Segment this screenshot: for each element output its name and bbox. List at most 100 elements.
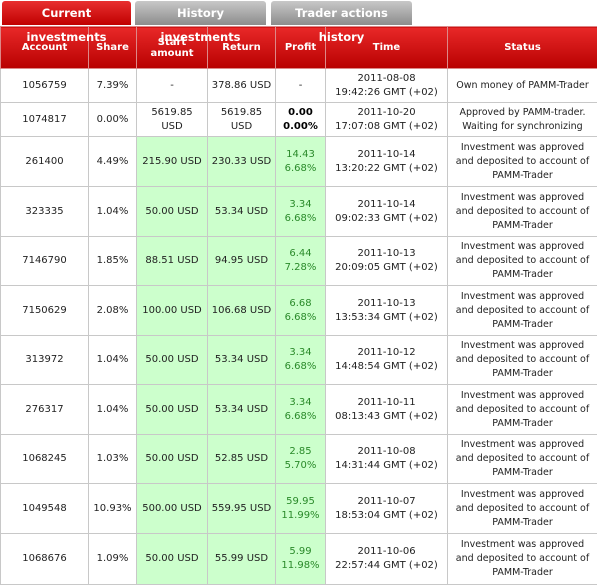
return-cell: 5619.85 USD: [208, 103, 276, 137]
profit-line: 0.00%: [279, 120, 322, 134]
return-cell: 53.34 USD: [208, 336, 276, 385]
time-line: 2011-10-07: [329, 495, 444, 509]
start-amount-cell: 100.00 USD: [137, 286, 208, 336]
time-line: 22:57:44 GMT (+02): [329, 559, 444, 573]
profit-line: 5.70%: [279, 459, 322, 473]
account-cell: 323335: [1, 187, 89, 237]
time-line: 2011-10-20: [329, 106, 444, 120]
time-line: 2011-10-14: [329, 198, 444, 212]
account-cell: 7146790: [1, 237, 89, 286]
tab[interactable]: History investments: [135, 1, 266, 25]
time-line: 09:02:33 GMT (+02): [329, 212, 444, 226]
return-cell: 55.99 USD: [208, 534, 276, 585]
status-cell: Own money of PAMM-Trader: [448, 69, 597, 103]
time-line: 17:07:08 GMT (+02): [329, 120, 444, 134]
account-cell: 1056759: [1, 69, 89, 103]
share-cell: 1.04%: [89, 187, 137, 237]
column-header: Status: [448, 27, 597, 69]
time-line: 2011-10-12: [329, 346, 444, 360]
profit-line: 3.34: [279, 198, 322, 212]
profit-line: 2.85: [279, 445, 322, 459]
profit-line: 6.44: [279, 247, 322, 261]
share-cell: 1.04%: [89, 336, 137, 385]
profit-line: 6.68%: [279, 311, 322, 325]
time-line: 13:20:22 GMT (+02): [329, 162, 444, 176]
time-line: 2011-08-08: [329, 72, 444, 86]
tab[interactable]: Current investments: [2, 1, 131, 25]
return-cell: 53.34 USD: [208, 187, 276, 237]
time-line: 18:53:04 GMT (+02): [329, 509, 444, 523]
start-amount-cell: 50.00 USD: [137, 435, 208, 484]
tab[interactable]: Trader actions history: [271, 1, 412, 25]
time-line: 08:13:43 GMT (+02): [329, 410, 444, 424]
start-amount-cell: 5619.85 USD: [137, 103, 208, 137]
account-cell: 7150629: [1, 286, 89, 336]
profit-line: 6.68%: [279, 360, 322, 374]
investments-table: AccountShareStart amountReturnProfitTime…: [0, 26, 597, 585]
return-cell: 378.86 USD: [208, 69, 276, 103]
time-line: 20:09:05 GMT (+02): [329, 261, 444, 275]
time-line: 19:42:26 GMT (+02): [329, 86, 444, 100]
start-amount-cell: 500.00 USD: [137, 484, 208, 534]
start-amount-cell: 50.00 USD: [137, 336, 208, 385]
share-cell: 1.85%: [89, 237, 137, 286]
share-cell: 1.04%: [89, 385, 137, 435]
profit-line: 6.68: [279, 297, 322, 311]
account-cell: 1068245: [1, 435, 89, 484]
start-amount-cell: 50.00 USD: [137, 385, 208, 435]
status-cell: Investment was approved and deposited to…: [448, 385, 597, 435]
start-amount-cell: -: [137, 69, 208, 103]
return-cell: 106.68 USD: [208, 286, 276, 336]
share-cell: 7.39%: [89, 69, 137, 103]
profit-line: 59.95: [279, 495, 322, 509]
profit-line: 11.99%: [279, 509, 322, 523]
status-cell: Investment was approved and deposited to…: [448, 286, 597, 336]
share-cell: 4.49%: [89, 137, 137, 187]
profit-line: 0.00: [279, 106, 322, 120]
status-cell: Investment was approved and deposited to…: [448, 137, 597, 187]
account-cell: 276317: [1, 385, 89, 435]
tab-bar: Current investments History investments …: [0, 0, 597, 26]
time-line: 2011-10-14: [329, 148, 444, 162]
time-line: 2011-10-13: [329, 297, 444, 311]
time-line: 2011-10-08: [329, 445, 444, 459]
account-cell: 1068676: [1, 534, 89, 585]
status-cell: Investment was approved and deposited to…: [448, 336, 597, 385]
profit-line: 3.34: [279, 396, 322, 410]
start-amount-cell: 88.51 USD: [137, 237, 208, 286]
profit-line: 6.68%: [279, 410, 322, 424]
status-cell: Investment was approved and deposited to…: [448, 484, 597, 534]
start-amount-cell: 50.00 USD: [137, 534, 208, 585]
account-cell: 1074817: [1, 103, 89, 137]
profit-line: 11.98%: [279, 559, 322, 573]
return-cell: 52.85 USD: [208, 435, 276, 484]
start-amount-cell: 215.90 USD: [137, 137, 208, 187]
profit-line: 5.99: [279, 545, 322, 559]
time-line: 14:31:44 GMT (+02): [329, 459, 444, 473]
status-cell: Approved by PAMM-trader. Waiting for syn…: [448, 103, 597, 137]
